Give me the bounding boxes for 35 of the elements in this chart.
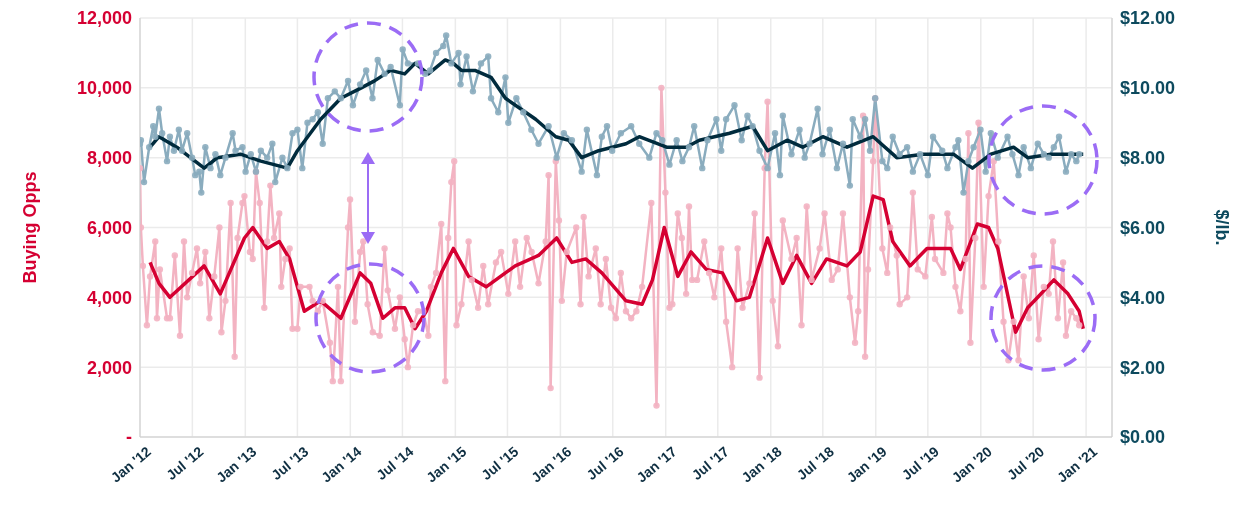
y-tick-label: 4,000 (86, 287, 132, 308)
x-tick-label: Jan '16 (528, 443, 575, 486)
y2-tick-label: $6.00 (1120, 217, 1166, 238)
x-tick-label: Jan '21 (1053, 443, 1101, 486)
y-tick-label: 2,000 (86, 357, 132, 378)
y-tick-label: 10,000 (76, 78, 132, 99)
y2-tick-label: $8.00 (1120, 148, 1166, 169)
line-series (148, 194, 1085, 334)
x-tick-label: Jan '18 (738, 443, 785, 486)
y2-tick-label: $2.00 (1120, 357, 1166, 378)
x-tick-label: Jul '13 (268, 443, 312, 484)
y2-tick-label: $4.00 (1120, 287, 1166, 308)
x-tick-label: Jan '17 (633, 443, 680, 486)
x-tick-label: Jul '17 (688, 443, 732, 484)
y-tick-label: 12,000 (76, 8, 132, 29)
line-series (148, 58, 1085, 170)
x-tick-label: Jul '15 (478, 443, 522, 484)
x-tick-label: Jul '12 (163, 443, 207, 484)
y2-axis-title: $/lb. (1211, 209, 1232, 246)
y2-tick-label: $0.00 (1120, 427, 1166, 448)
y2-tick-label: $10.00 (1120, 78, 1176, 99)
x-tick-label: Jul '16 (583, 443, 627, 484)
y2-tick-label: $12.00 (1120, 8, 1176, 29)
y-axis-title: Buying Opps (20, 171, 41, 284)
x-tick-label: Jan '19 (843, 443, 890, 486)
x-tick-label: Jan '13 (213, 443, 260, 486)
x-tick-label: Jul '18 (793, 443, 837, 484)
x-tick-label: Jan '15 (423, 443, 470, 486)
x-tick-label: Jul '19 (898, 443, 942, 484)
x-tick-label: Jul '20 (1003, 443, 1048, 484)
x-tick-label: Jan '20 (948, 443, 995, 486)
x-tick-label: Jul '14 (373, 443, 417, 484)
y-tick-label: 6,000 (86, 217, 132, 238)
x-tick-label: Jan '14 (318, 443, 365, 486)
y-tick-label: 8,000 (86, 148, 132, 169)
